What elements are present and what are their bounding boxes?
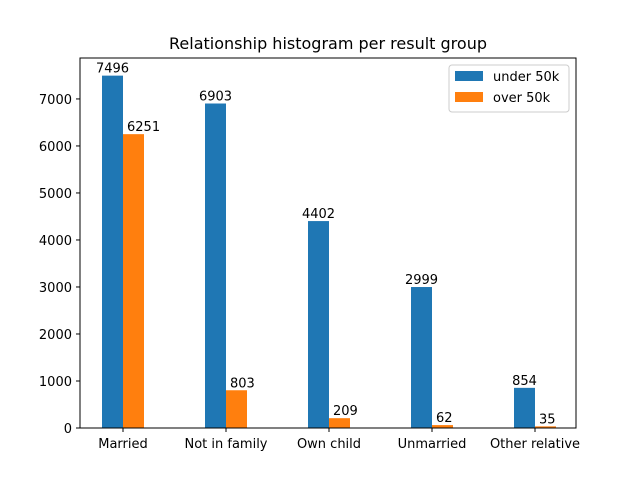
y-tick-label-4000: 4000 xyxy=(39,234,72,249)
bar-under-50k-married xyxy=(102,75,123,429)
bar-over-50k-other-relative xyxy=(535,426,556,428)
bar-over-50k-own-child xyxy=(329,418,350,428)
data-label-under-50k-married: 7496 xyxy=(96,62,129,77)
data-label-under-50k-unmarried: 2999 xyxy=(405,273,438,288)
y-tick-label-0: 0 xyxy=(64,422,72,437)
y-tick-label-2000: 2000 xyxy=(39,328,72,343)
bar-under-50k-own-child xyxy=(308,221,329,428)
chart-title: Relationship histogram per result group xyxy=(169,34,487,53)
data-label-over-50k-unmarried: 62 xyxy=(436,411,453,426)
bar-over-50k-unmarried xyxy=(432,425,453,428)
legend-label-over-50k: over 50k xyxy=(493,91,551,106)
x-tick-label-other-relative: Other relative xyxy=(490,437,580,452)
data-label-over-50k-not-in-family: 803 xyxy=(230,376,255,391)
data-label-under-50k-own-child: 4402 xyxy=(302,207,335,222)
data-label-over-50k-married: 6251 xyxy=(127,120,160,135)
bar-under-50k-not-in-family xyxy=(205,103,226,428)
y-axis: 0 1000 2000 3000 4000 5000 6000 7000 xyxy=(39,93,80,437)
x-axis: Married Not in family Own child Unmarried Ot… xyxy=(98,428,580,452)
x-tick-label-unmarried: Unmarried xyxy=(398,437,467,452)
legend-label-under-50k: under 50k xyxy=(493,70,560,85)
x-tick-label-married: Married xyxy=(98,437,148,452)
legend: under 50k over 50k xyxy=(448,64,570,113)
bar-under-50k-other-relative xyxy=(514,387,535,428)
legend-swatch-over-50k xyxy=(455,92,483,102)
bar-over-50k-married xyxy=(123,134,144,429)
legend-swatch-under-50k xyxy=(455,71,483,81)
x-tick-label-not-in-family: Not in family xyxy=(184,437,267,452)
x-tick-label-own-child: Own child xyxy=(297,437,361,452)
data-label-over-50k-own-child: 209 xyxy=(333,404,358,419)
data-label-over-50k-other-relative: 35 xyxy=(539,412,556,427)
bar-under-50k-unmarried xyxy=(411,287,432,428)
data-labels-group: 7496 6251 6903 803 4402 209 2999 62 854 35 xyxy=(96,62,556,428)
y-tick-label-1000: 1000 xyxy=(39,375,72,390)
bars-group xyxy=(102,75,556,429)
y-tick-label-3000: 3000 xyxy=(39,281,72,296)
data-label-under-50k-not-in-family: 6903 xyxy=(199,90,232,105)
y-tick-label-5000: 5000 xyxy=(39,187,72,202)
y-tick-label-6000: 6000 xyxy=(39,140,72,155)
bar-over-50k-not-in-family xyxy=(226,390,247,428)
data-label-under-50k-other-relative: 854 xyxy=(512,374,537,389)
y-tick-label-7000: 7000 xyxy=(39,93,72,108)
plot-frame xyxy=(79,57,577,429)
